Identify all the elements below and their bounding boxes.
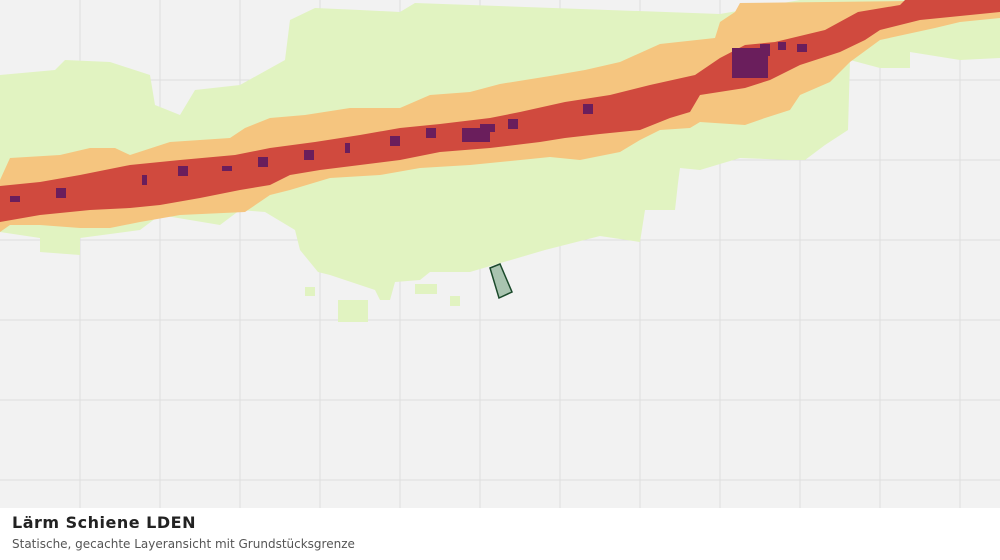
layer-subtitle: Statische, gecachte Layeransicht mit Gru… — [12, 537, 355, 551]
map — [0, 0, 1000, 508]
map-caption: Lärm Schiene LDEN Statische, gecachte La… — [0, 508, 1000, 560]
noise-zone-very-high — [10, 42, 807, 202]
parcel-boundary — [489, 263, 513, 300]
layer-title: Lärm Schiene LDEN — [12, 513, 196, 532]
